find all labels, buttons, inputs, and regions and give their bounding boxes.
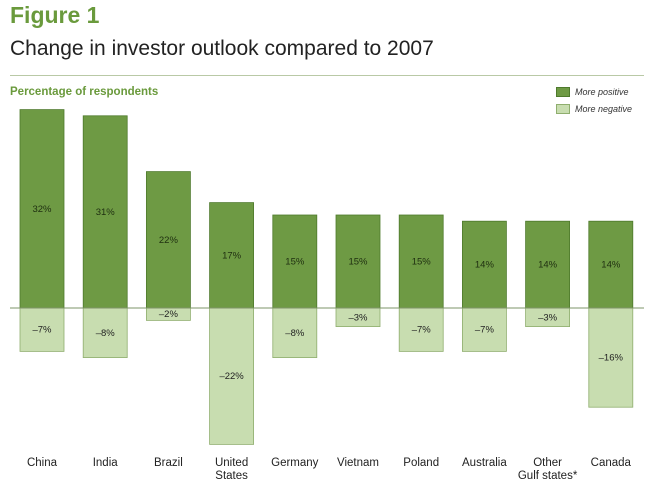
chart-title: Change in investor outlook compared to 2… bbox=[10, 37, 434, 60]
category-label: Australia bbox=[462, 457, 507, 469]
data-label-positive: 14% bbox=[538, 260, 558, 271]
bar-negative bbox=[588, 307, 634, 408]
bar-positive bbox=[272, 214, 318, 309]
legend-swatch-negative bbox=[556, 104, 570, 114]
data-label-negative: –22% bbox=[219, 371, 244, 382]
data-label-negative: –7% bbox=[32, 325, 52, 336]
data-label-negative: –3% bbox=[538, 312, 558, 323]
data-label-positive: 31% bbox=[96, 207, 116, 218]
data-label-negative: –8% bbox=[285, 328, 305, 339]
bar-positive bbox=[82, 115, 128, 309]
legend-item-positive: More positive bbox=[556, 87, 629, 97]
data-label-negative: –3% bbox=[348, 312, 368, 323]
legend-label-positive: More positive bbox=[575, 87, 629, 97]
category-label: China bbox=[27, 457, 58, 469]
data-label-negative: –16% bbox=[599, 353, 624, 364]
data-label-positive: 32% bbox=[32, 204, 52, 215]
data-label-positive: 22% bbox=[159, 235, 179, 246]
data-label-positive: 15% bbox=[412, 257, 432, 268]
title-divider bbox=[10, 75, 644, 76]
category-label: Poland bbox=[403, 457, 439, 469]
figure-label: Figure 1 bbox=[10, 2, 100, 28]
bar-negative bbox=[19, 307, 65, 352]
data-label-negative: –7% bbox=[412, 325, 432, 336]
bar-negative bbox=[272, 307, 318, 358]
category-label: Brazil bbox=[154, 457, 183, 469]
legend-label-negative: More negative bbox=[575, 104, 633, 114]
bar-negative bbox=[209, 307, 255, 445]
data-label-negative: –7% bbox=[475, 325, 495, 336]
bar-positive bbox=[145, 171, 191, 309]
category-label: Germany bbox=[271, 457, 319, 469]
data-label-negative: –8% bbox=[96, 328, 116, 339]
legend-item-negative: More negative bbox=[556, 104, 632, 114]
category-label: United bbox=[215, 457, 248, 469]
category-label: Gulf states* bbox=[518, 470, 578, 482]
category-label: Canada bbox=[591, 457, 632, 469]
bar-positive bbox=[588, 220, 634, 309]
data-label-negative: –2% bbox=[159, 309, 179, 320]
y-axis-label: Percentage of respondents bbox=[10, 86, 159, 98]
category-label: India bbox=[93, 457, 119, 469]
bar-positive bbox=[209, 202, 255, 309]
bar-positive bbox=[19, 109, 65, 309]
data-label-positive: 14% bbox=[475, 260, 495, 271]
legend-swatch-positive bbox=[556, 87, 570, 97]
category-label: Other bbox=[533, 457, 562, 469]
bar-positive bbox=[335, 214, 381, 309]
bar-positive bbox=[525, 220, 570, 309]
data-label-positive: 14% bbox=[601, 260, 621, 271]
data-label-positive: 15% bbox=[285, 257, 305, 268]
bar-positive bbox=[461, 220, 507, 309]
data-label-positive: 15% bbox=[348, 257, 368, 268]
data-label-positive: 17% bbox=[222, 250, 242, 261]
category-label: States bbox=[215, 470, 248, 482]
category-label: Vietnam bbox=[337, 457, 379, 469]
bar-negative bbox=[82, 307, 128, 358]
